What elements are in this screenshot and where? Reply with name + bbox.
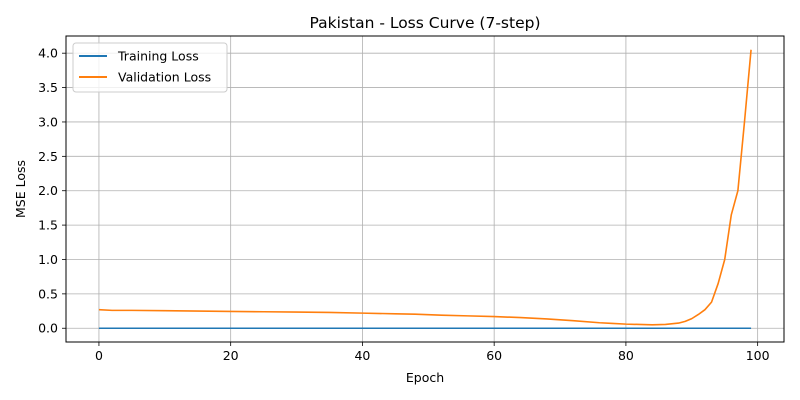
x-tick-label: 100 <box>746 348 770 363</box>
y-tick-label: 1.0 <box>38 252 58 267</box>
x-tick-label: 40 <box>354 348 370 363</box>
y-tick-label: 0.0 <box>38 321 58 336</box>
x-tick-label: 20 <box>223 348 239 363</box>
x-axis-label: Epoch <box>406 370 444 385</box>
legend: Training Loss Validation Loss <box>72 42 228 93</box>
legend-label-training-loss: Training Loss <box>117 49 199 64</box>
y-tick-label: 1.5 <box>38 218 58 233</box>
plot-frame <box>65 35 785 343</box>
legend-box <box>72 42 228 93</box>
x-tick-label: 60 <box>486 348 502 363</box>
chart-title: Pakistan - Loss Curve (7-step) <box>309 14 540 32</box>
legend-label-validation-loss: Validation Loss <box>118 70 211 85</box>
x-tick-label: 80 <box>618 348 634 363</box>
y-tick-label: 3.0 <box>38 114 58 129</box>
series-lines <box>98 49 752 330</box>
y-tick-label: 0.5 <box>38 286 58 301</box>
grid <box>66 36 784 342</box>
y-tick-label: 2.5 <box>38 149 58 164</box>
axis-ticks: 0 20 40 60 80 100 0.0 0.5 1.0 1.5 2.0 2.5 3.0 3.5 4.0 <box>38 46 770 363</box>
y-tick-label: 2.0 <box>38 183 58 198</box>
x-tick-label: 0 <box>95 348 103 363</box>
y-tick-label: 4.0 <box>38 46 58 61</box>
y-axis-label: MSE Loss <box>13 160 28 218</box>
y-tick-label: 3.5 <box>38 80 58 95</box>
series-line-validation-loss <box>98 49 752 326</box>
